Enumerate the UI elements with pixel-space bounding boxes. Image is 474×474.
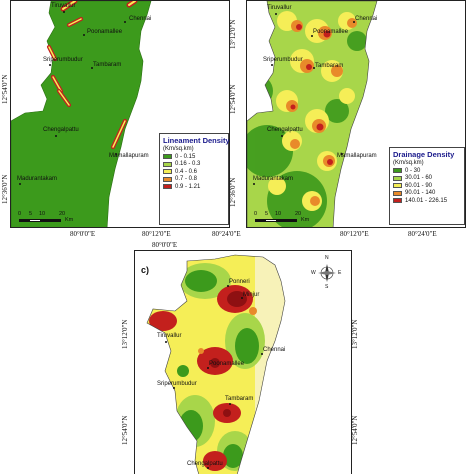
legend-swatch	[163, 176, 172, 182]
legend-swatch	[393, 175, 402, 181]
lat-label: 12°54'0"N	[121, 415, 129, 445]
lon-label: 80°0'0"E	[152, 241, 178, 249]
legend-unit: (Km/sq.km)	[163, 146, 194, 152]
town-label: Sriperumbudur	[263, 57, 303, 63]
legend-swatch	[393, 168, 402, 173]
town-label: Minjur	[243, 292, 260, 298]
legend-swatch	[163, 184, 172, 189]
lineament-map	[11, 1, 152, 227]
legend-label: 0.9 - 1.21	[175, 183, 201, 190]
legend-label: 0.4 - 0.6	[175, 168, 198, 175]
scale-bar: 0 5 10 20 Km	[18, 211, 74, 223]
lon-label: 80°24'0"E	[212, 230, 241, 238]
town-label: Chennai	[263, 347, 286, 353]
town-label: Poonamallee	[313, 29, 349, 35]
legend-title: Drainage Density	[393, 150, 455, 159]
legend-label: 0.7 - 0.8	[175, 176, 198, 182]
legend-label: 60.01 - 90	[405, 182, 433, 189]
lat-label: 12°36'0"N	[1, 174, 9, 204]
lon-label: 80°12'0"E	[142, 230, 171, 238]
town-label: Tiruvallur	[267, 5, 292, 11]
town-label: Madurantakam	[17, 176, 58, 182]
town-label: Poonamallee	[209, 361, 245, 367]
town-label: Madurantakam	[253, 176, 294, 182]
lon-label: 80°12'0"E	[340, 230, 369, 238]
lat-label: 13°12'0"N	[121, 319, 129, 349]
lat-label: 12°54'0"N	[1, 74, 9, 104]
lat-label: 13°12'0"N	[229, 19, 237, 49]
town-label: Chengalpattu	[187, 461, 223, 467]
town-label: Sriperumbudur	[43, 57, 83, 63]
lat-label: 12°36'0"N	[229, 177, 237, 207]
map-panel-combined: c) N S E W Ponneri Minjur Tiruvallur Che…	[134, 250, 352, 474]
lat-label: 13°12'0"N	[351, 319, 359, 349]
town-label: Tambaram	[315, 63, 344, 69]
legend-swatch	[393, 198, 402, 203]
town-label: Chengalpattu	[267, 127, 303, 133]
town-label: Sriperumbudur	[157, 381, 197, 387]
legend-label: 0 - 0.15	[175, 153, 196, 160]
drainage-map	[247, 1, 378, 227]
legend-label: 140.01 - 226.15	[405, 197, 448, 204]
town-label: Chengalpattu	[43, 127, 79, 133]
town-label: Chennai	[355, 16, 378, 22]
legend-label: 0 - 30	[405, 167, 421, 174]
lon-label: 80°24'0"E	[408, 230, 437, 238]
compass-e: E	[338, 270, 342, 276]
town-label: Mamallapuram	[109, 153, 149, 159]
legend-swatch	[163, 154, 172, 159]
legend-swatch	[393, 190, 402, 196]
legend-swatch	[163, 169, 172, 174]
compass-n: N	[325, 255, 329, 261]
legend-drainage-density: Drainage Density (Km/sq.km) 0 - 30 30.01…	[389, 147, 465, 225]
map-panel-drainage-density: Tiruvallur Chennai Poonamallee Sriperumb…	[246, 0, 466, 228]
compass-w: W	[311, 270, 316, 276]
panel-letter: c)	[141, 265, 150, 275]
lat-label: 12°54'0"N	[229, 84, 237, 114]
legend-title: Lineament Density	[163, 136, 230, 145]
lat-label: 12°54'0"N	[351, 415, 359, 445]
town-label: Poonamallee	[87, 29, 123, 35]
legend-swatch	[393, 183, 402, 188]
town-label: Tiruvallur	[51, 3, 76, 9]
legend-swatch	[163, 161, 172, 167]
town-label: Tambaram	[93, 62, 122, 68]
town-label: Tiruvallur	[157, 333, 182, 339]
legend-label: 30.01 - 60	[405, 175, 433, 181]
compass-s: S	[325, 284, 329, 290]
legend-lineament-density: Lineament Density (Km/sq.km) 0 - 0.15 0.…	[159, 133, 229, 225]
district-shape-lineament	[11, 1, 152, 227]
lineament-lines	[47, 1, 138, 149]
legend-unit: (Km/sq.km)	[393, 160, 424, 166]
scale-bar: 0 5 10 20 Km	[254, 211, 310, 223]
legend-label: 90.01 - 140	[405, 190, 436, 196]
combined-map	[146, 254, 336, 474]
town-label: Mamallapuram	[337, 153, 377, 159]
north-arrow	[318, 264, 336, 282]
town-label: Chennai	[129, 16, 152, 22]
legend-label: 0.16 - 0.3	[175, 161, 201, 167]
town-label: Tambaram	[225, 396, 254, 402]
lon-label: 80°0'0"E	[70, 230, 96, 238]
map-panel-lineament-density: Tiruvallur Chennai Poonamallee Sriperumb…	[10, 0, 230, 228]
town-label: Ponneri	[229, 279, 250, 285]
